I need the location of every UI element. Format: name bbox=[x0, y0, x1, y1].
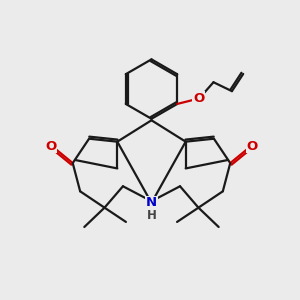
Text: O: O bbox=[45, 140, 57, 153]
Text: O: O bbox=[193, 92, 204, 105]
Text: N: N bbox=[146, 196, 157, 209]
Text: H: H bbox=[146, 209, 156, 222]
Text: O: O bbox=[246, 140, 258, 153]
